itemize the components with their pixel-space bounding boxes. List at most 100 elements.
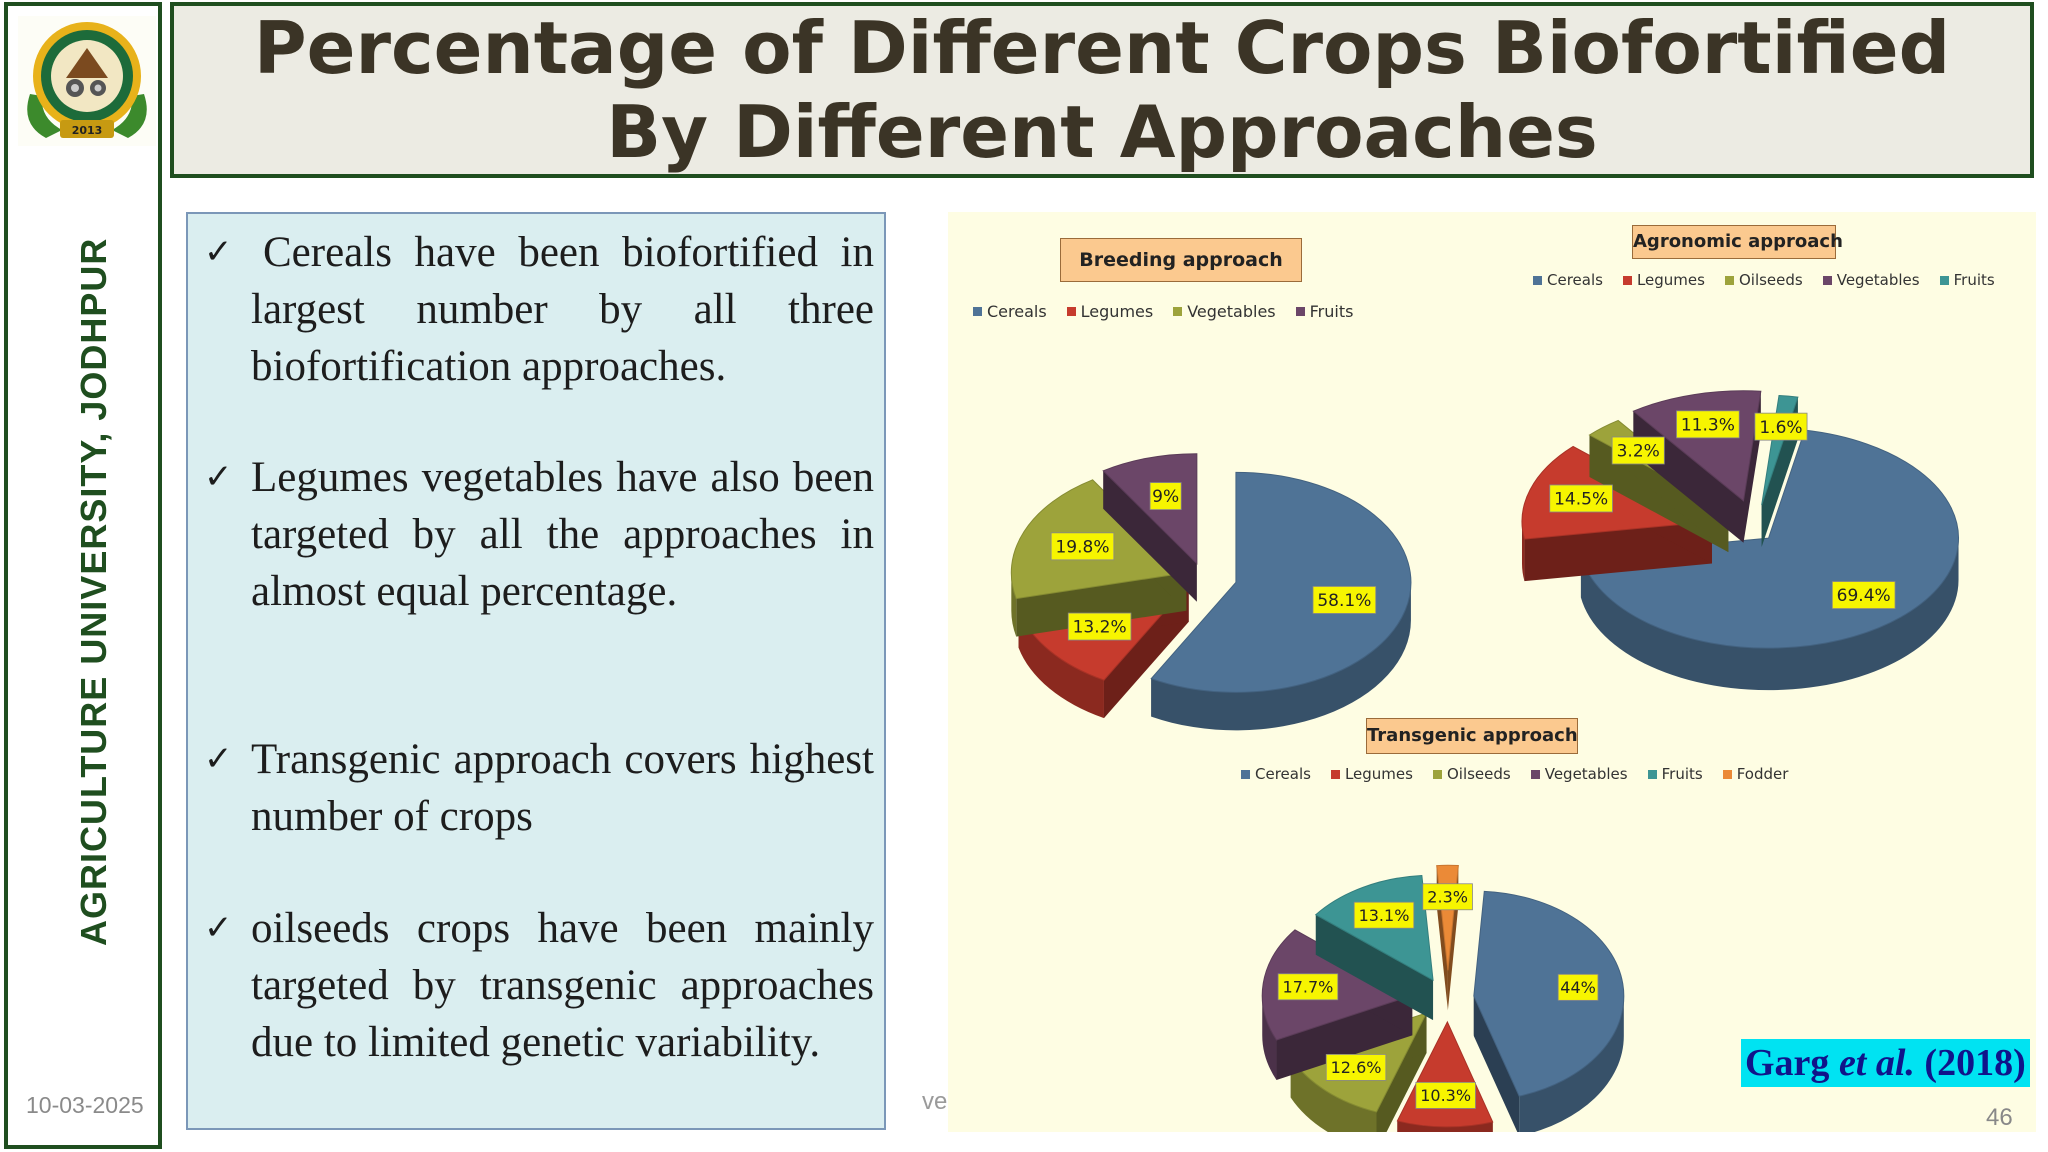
data-label: 1.6% <box>1754 412 1808 441</box>
data-label-box <box>1676 410 1740 439</box>
data-label-text: 12.6% <box>1331 1058 1382 1077</box>
legend-item: Fruits <box>1647 765 1703 783</box>
data-label-text: 14.5% <box>1554 490 1608 510</box>
citation-author: Garg <box>1745 1042 1830 1084</box>
bullet-text: oilseeds crops have been mainly targeted… <box>251 905 874 1066</box>
legend-swatch <box>1330 769 1340 779</box>
bullet-text: Cereals have been biofortified in larges… <box>251 229 874 390</box>
data-label: 3.2% <box>1611 436 1665 465</box>
data-label-text: 9% <box>1152 487 1179 507</box>
legend-swatch <box>1533 275 1542 285</box>
data-label-box <box>1353 901 1415 929</box>
pie-charts: 58.1% 13.2% 19.8% 9% 69.4% 14.5% 3.2% 11.3% 1.6%… <box>1010 390 1960 1132</box>
data-label-box <box>1549 484 1613 513</box>
chart-title-transgenic: Transgenic approach <box>1366 718 1578 754</box>
title-bar: Percentage of Different Crops Biofortifi… <box>170 2 2034 178</box>
pie-slice-cereals <box>1473 890 1625 1132</box>
sidebar: 2013 AGRICULTURE UNIVERSITY, JODHPUR 10-… <box>4 2 162 1149</box>
legend-swatch <box>1647 769 1657 779</box>
legend-label: Cereals <box>1547 271 1603 289</box>
data-label: 11.3% <box>1676 410 1740 439</box>
legend-label: Legumes <box>1344 765 1413 783</box>
pie-labels: 58.1% 13.2% 19.8% 9% <box>1050 482 1377 641</box>
bullet-item: ✓ Cereals have been biofortified in larg… <box>204 224 874 395</box>
pie-slice-cereals <box>1150 471 1412 731</box>
check-icon: ✓ <box>204 232 233 272</box>
legend-item: Legumes <box>1330 765 1413 783</box>
legend-item: Vegetables <box>1822 271 1920 289</box>
legend-item: Legumes <box>1622 271 1705 289</box>
page-number: 46 <box>1986 1104 2013 1131</box>
pie-labels: 44% 10.3% 12.6% 17.7% 13.1% 2.3% <box>1277 883 1599 1109</box>
legend-item: Vegetables <box>1530 765 1628 783</box>
legend-swatch <box>1622 275 1632 285</box>
data-label-box <box>1050 532 1115 561</box>
legend-swatch <box>1722 769 1732 779</box>
check-icon: ✓ <box>204 908 233 948</box>
pie-labels: 69.4% 14.5% 3.2% 11.3% 1.6% <box>1549 410 1896 609</box>
legend-label: Vegetables <box>1544 765 1628 783</box>
legend-swatch <box>1432 769 1442 779</box>
legend-swatch <box>1822 275 1832 285</box>
data-label-box <box>1277 973 1339 1001</box>
legend-label: Cereals <box>987 302 1047 321</box>
data-label-box <box>1831 581 1896 609</box>
legend-agronomic: Cereals Legumes Oilseeds Vegetables Fruits <box>1533 271 2015 289</box>
bullet-text: Legumes vegetables have also been target… <box>251 454 874 615</box>
check-icon: ✓ <box>204 457 233 497</box>
legend-swatch <box>1530 769 1540 779</box>
legend-swatch <box>1939 275 1949 285</box>
legend-item: Cereals <box>1533 271 1603 289</box>
data-label-box <box>1067 612 1132 641</box>
data-label-text: 44% <box>1560 978 1596 997</box>
data-label-box <box>1611 436 1665 465</box>
data-label-text: 17.7% <box>1283 978 1334 997</box>
legend-item: Oilseeds <box>1432 765 1511 783</box>
logo-year: 2013 <box>72 124 103 137</box>
legend-label: Cereals <box>1255 765 1311 783</box>
legend-label: Fruits <box>1953 271 1995 289</box>
legend-label: Oilseeds <box>1738 271 1803 289</box>
legend-swatch <box>1241 769 1250 779</box>
data-label-box <box>1415 1082 1476 1109</box>
check-icon: ✓ <box>204 739 233 779</box>
legend-label: Vegetables <box>1836 271 1920 289</box>
data-label: 58.1% <box>1312 586 1377 614</box>
data-label-box <box>1754 412 1808 441</box>
bullet-text: Transgenic approach covers highest numbe… <box>251 736 874 840</box>
citation-etal: et al. <box>1838 1042 1915 1084</box>
legend-item: Vegetables <box>1173 302 1276 321</box>
data-label-text: 3.2% <box>1617 442 1660 462</box>
legend-label: Vegetables <box>1187 302 1276 321</box>
bullet-item: ✓ oilseeds crops have been mainly target… <box>204 900 874 1071</box>
data-label-text: 19.8% <box>1055 537 1109 557</box>
citation: Garg et al. (2018) <box>1741 1039 2030 1087</box>
pie-chart <box>1521 390 1960 691</box>
data-label-text: 1.6% <box>1759 418 1802 438</box>
data-label-box <box>1325 1054 1387 1081</box>
data-label-text: 2.3% <box>1427 888 1468 907</box>
legend-label: Oilseeds <box>1446 765 1511 783</box>
data-label-box <box>1422 883 1473 911</box>
legend-swatch <box>1724 275 1734 285</box>
slide-title: Percentage of Different Crops Biofortifi… <box>253 6 1951 174</box>
legend-label: Fodder <box>1736 765 1789 783</box>
legend-transgenic: Cereals Legumes Oilseeds Vegetables Fruits Fo… <box>1241 765 1808 783</box>
bullet-item: ✓ Transgenic approach covers highest num… <box>204 731 874 845</box>
legend-swatch <box>1066 307 1076 316</box>
legend-item: Fruits <box>1295 302 1353 321</box>
legend-label: Fruits <box>1661 765 1703 783</box>
data-label: 19.8% <box>1050 532 1115 561</box>
legend-item: Legumes <box>1066 302 1153 321</box>
legend-item: Cereals <box>1241 765 1311 783</box>
data-label-text: 13.2% <box>1073 618 1127 638</box>
data-label: 14.5% <box>1549 484 1613 513</box>
university-name: AGRICULTURE UNIVERSITY, JODHPUR <box>73 237 114 946</box>
legend-swatch <box>1295 307 1305 316</box>
bullet-box: ✓ Cereals have been biofortified in larg… <box>186 212 886 1130</box>
legend-item: Cereals <box>973 302 1047 321</box>
legend-swatch <box>973 307 982 316</box>
university-seal-icon: 2013 <box>18 16 156 146</box>
data-label: 44% <box>1557 973 1599 1001</box>
data-label-text: 58.1% <box>1317 591 1371 611</box>
